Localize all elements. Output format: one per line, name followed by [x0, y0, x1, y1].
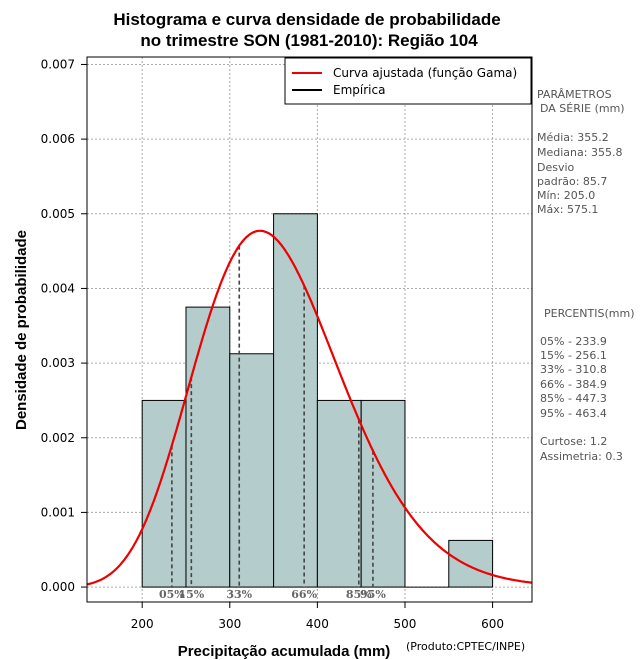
percentile-marker-label: 15% [178, 588, 204, 601]
legend-label-empirical: Empírica [333, 83, 385, 97]
params-max: Máx: 575.1 [537, 203, 598, 216]
percentile-marker-label: 33% [226, 588, 252, 601]
plot-frame [86, 56, 533, 603]
legend-box [284, 57, 532, 105]
y-tick-label: 0.002 [41, 431, 75, 445]
percentile-marker-label: 05% [159, 588, 185, 601]
percentiles-panel: PERCENTIS(mm) 05% - 233.9 15% - 256.1 33… [540, 307, 635, 463]
percentile-row: 85% - 447.3 [540, 392, 607, 405]
series-parameters-panel: PARÂMETROS DA SÉRIE (mm) Média: 355.2 Me… [537, 88, 625, 216]
histogram-bar [448, 539, 494, 588]
params-sd-line2: padrão: 85.7 [537, 175, 607, 188]
y-tick-label: 0.006 [41, 132, 75, 146]
skewness-label: Assimetria: 0.3 [540, 450, 623, 463]
x-axis-label: Precipitação acumulada (mm) [178, 643, 391, 660]
percentile-row: 66% - 384.9 [540, 378, 607, 391]
params-sd-line1: Desvio [537, 161, 575, 174]
histogram-bars [141, 213, 494, 588]
histogram-bar [185, 306, 231, 588]
y-tick-label: 0.001 [41, 505, 75, 519]
params-heading-line2: DA SÉRIE (mm) [540, 102, 625, 115]
y-tick-label: 0.005 [41, 207, 75, 221]
credit-label: (Produto:CPTEC/INPE) [406, 640, 525, 653]
x-tick-label: 300 [218, 617, 241, 631]
y-tick-label: 0.003 [41, 356, 75, 370]
legend: Curva ajustada (função Gama) Empírica [284, 57, 532, 105]
percentile-row: 33% - 310.8 [540, 363, 607, 376]
chart-title-line1: Histograma e curva densidade de probabil… [113, 10, 500, 29]
histogram-bar [229, 353, 275, 588]
y-tick-label: 0.000 [41, 580, 75, 594]
x-axis-ticks: 200 300 400 500 600 [131, 602, 504, 631]
y-tick-label: 0.007 [41, 57, 75, 71]
percentile-markers: 05%15% 33% 66% 85%95% [159, 245, 386, 601]
params-heading-line1: PARÂMETROS [537, 88, 612, 101]
legend-label-fitted: Curva ajustada (função Gama) [333, 66, 517, 80]
chart-title-line2: no trimestre SON (1981-2010): Região 104 [140, 31, 478, 50]
histogram-bar [360, 399, 406, 588]
y-axis-label: Densidade de probabilidade [13, 230, 30, 430]
x-tick-label: 500 [394, 617, 417, 631]
percentile-marker-label: 95% [360, 588, 386, 601]
params-mean: Média: 355.2 [537, 131, 609, 144]
histogram-bar [316, 399, 362, 588]
percentile-row: 15% - 256.1 [540, 349, 607, 362]
params-median: Mediana: 355.8 [537, 146, 622, 159]
kurtosis-label: Curtose: 1.2 [540, 435, 607, 448]
x-tick-label: 200 [131, 617, 154, 631]
fitted-gamma-curve [86, 229, 533, 586]
histogram-bar [141, 399, 187, 588]
percentile-marker-label: 85% [346, 588, 372, 601]
params-min: Mín: 205.0 [537, 189, 595, 202]
percentile-row: 95% - 463.4 [540, 407, 607, 420]
x-tick-label: 400 [306, 617, 329, 631]
percentile-row: 05% - 233.9 [540, 335, 607, 348]
percentiles-heading: PERCENTIS(mm) [544, 307, 635, 320]
y-axis-ticks: 0.000 0.001 0.002 0.003 0.004 0.005 0.006 0.007 [41, 57, 87, 594]
percentile-marker-label: 66% [291, 588, 317, 601]
y-tick-label: 0.004 [41, 281, 75, 295]
fitted-curve-layer [86, 229, 533, 586]
x-tick-label: 600 [481, 617, 504, 631]
